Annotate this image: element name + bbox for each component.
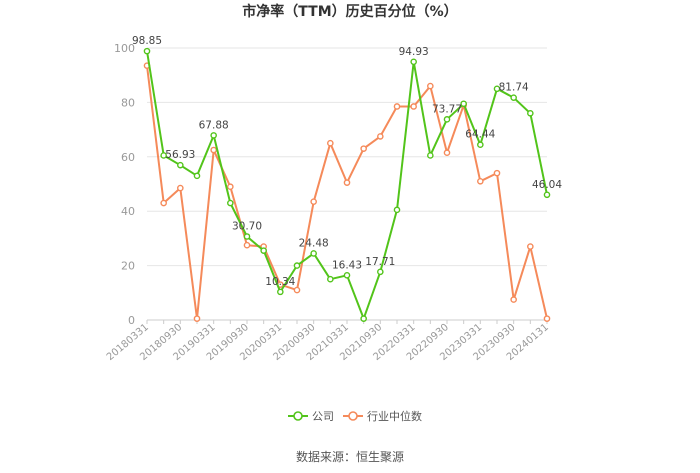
data-label: 56.93	[165, 149, 195, 161]
source-note: 数据来源：恒生聚源	[296, 449, 404, 464]
series-point-1[interactable]	[177, 184, 184, 192]
series-point-1[interactable]	[310, 198, 317, 205]
series-point-1[interactable]	[377, 133, 384, 140]
data-label: 24.48	[299, 237, 329, 249]
series-point-1[interactable]	[210, 146, 217, 154]
legend-label-0[interactable]: 公司	[312, 410, 334, 423]
data-label: 94.93	[399, 46, 429, 58]
series-layer	[143, 47, 551, 322]
legend-swatch-marker-0	[293, 411, 303, 421]
series-point-1[interactable]	[193, 315, 201, 322]
series-point-0[interactable]	[243, 233, 251, 240]
series-point-0[interactable]	[310, 250, 317, 257]
legend-swatch-marker-1	[348, 411, 358, 421]
series-point-0[interactable]	[210, 132, 217, 139]
series-point-0[interactable]	[360, 315, 367, 322]
series-line-1	[146, 65, 548, 320]
series-point-0[interactable]	[193, 172, 201, 180]
y-axis: 0 20 40 60 80 100	[114, 42, 135, 327]
series-point-1[interactable]	[510, 296, 517, 303]
data-label: 30.70	[232, 220, 262, 232]
chart-title: 市净率（TTM）历史百分位（%）	[242, 3, 457, 20]
y-tick-label: 60	[121, 151, 135, 164]
legend[interactable]: 公司 行业中位数	[288, 409, 422, 423]
series-point-0[interactable]	[377, 268, 384, 276]
series-point-1[interactable]	[360, 145, 367, 152]
series-point-1[interactable]	[343, 179, 351, 186]
data-label: 98.85	[132, 35, 162, 47]
series-point-0[interactable]	[477, 141, 484, 149]
series-point-1[interactable]	[293, 286, 301, 294]
series-point-0[interactable]	[543, 191, 551, 199]
series-point-0[interactable]	[510, 94, 517, 101]
y-tick-label: 40	[121, 205, 135, 218]
series-point-0[interactable]	[277, 288, 284, 296]
data-label: 10.34	[265, 276, 295, 288]
data-label: 67.88	[199, 119, 229, 131]
series-point-1[interactable]	[527, 243, 534, 250]
data-label: 16.43	[332, 259, 362, 271]
y-tick-label: 80	[121, 96, 135, 109]
y-tick-label: 100	[114, 42, 135, 55]
series-point-1[interactable]	[477, 177, 484, 185]
y-tick-label: 20	[121, 260, 135, 273]
series-point-1[interactable]	[160, 199, 167, 207]
series-point-0[interactable]	[327, 275, 334, 283]
series-point-0[interactable]	[343, 272, 351, 279]
data-label: 17.71	[365, 256, 395, 268]
series-point-1[interactable]	[543, 315, 551, 322]
series-point-0[interactable]	[227, 199, 234, 207]
data-label: 73.77	[432, 103, 462, 115]
series-point-1[interactable]	[393, 103, 401, 110]
series-point-1[interactable]	[327, 139, 334, 147]
series-point-0[interactable]	[493, 85, 501, 93]
series-point-1[interactable]	[493, 169, 501, 177]
series-point-0[interactable]	[527, 109, 534, 117]
series-point-0[interactable]	[393, 206, 401, 214]
series-point-0[interactable]	[427, 152, 434, 159]
series-point-0[interactable]	[460, 100, 467, 108]
data-label: 81.74	[499, 82, 529, 94]
series-point-1[interactable]	[427, 82, 434, 90]
series-point-1[interactable]	[410, 103, 417, 110]
series-point-0[interactable]	[443, 116, 451, 123]
series-point-0[interactable]	[410, 58, 417, 66]
series-point-0[interactable]	[293, 262, 301, 269]
series-point-1[interactable]	[227, 183, 234, 191]
series-point-0[interactable]	[177, 161, 184, 169]
series-point-1[interactable]	[243, 241, 251, 249]
data-label: 64.44	[465, 129, 495, 141]
data-label: 46.04	[532, 179, 562, 191]
y-tick-label: 0	[128, 314, 135, 327]
x-axis: 2018033120180930201903312019093020200331…	[105, 320, 551, 363]
legend-label-1[interactable]: 行业中位数	[367, 409, 422, 423]
series-point-1[interactable]	[443, 149, 451, 157]
series-point-0[interactable]	[143, 47, 151, 55]
series-point-0[interactable]	[260, 247, 267, 254]
series-point-0[interactable]	[160, 152, 167, 159]
